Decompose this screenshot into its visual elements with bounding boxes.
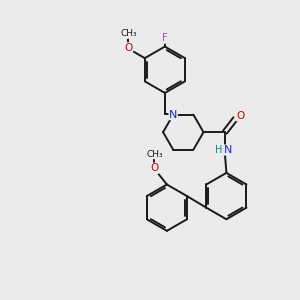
Text: CH₃: CH₃ [120, 29, 137, 38]
Text: CH₃: CH₃ [146, 150, 163, 159]
Text: N: N [224, 145, 232, 155]
Text: F: F [162, 33, 168, 43]
Text: O: O [236, 111, 244, 121]
Text: O: O [150, 163, 158, 173]
Text: N: N [169, 110, 177, 120]
Text: O: O [124, 43, 133, 53]
Text: H: H [215, 145, 222, 155]
